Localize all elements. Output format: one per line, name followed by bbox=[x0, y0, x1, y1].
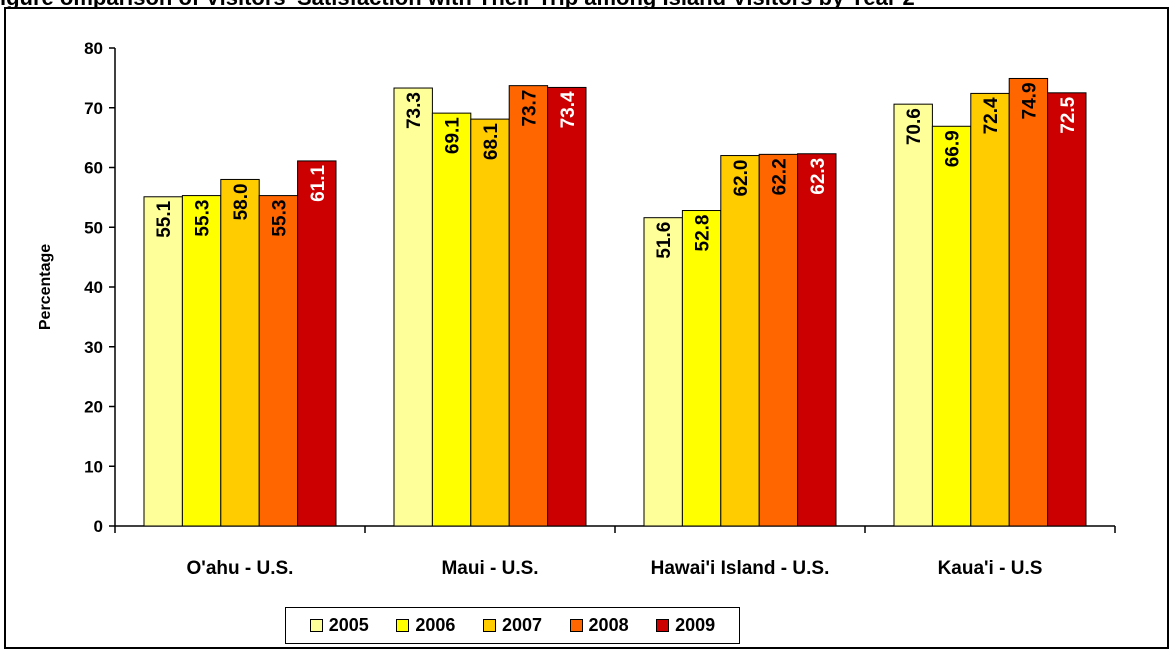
data-label: 73.3 bbox=[404, 92, 425, 129]
legend-swatch bbox=[396, 619, 410, 632]
x-category-label: Maui - U.S. bbox=[441, 558, 538, 579]
bar bbox=[893, 103, 933, 527]
legend-item: 2008 bbox=[569, 615, 629, 636]
bar bbox=[258, 195, 299, 527]
data-label: 62.3 bbox=[808, 158, 829, 195]
y-tick-label: 80 bbox=[84, 39, 103, 58]
data-label: 74.9 bbox=[1019, 82, 1040, 119]
legend-item: 2005 bbox=[309, 615, 369, 636]
chart-frame bbox=[4, 7, 1169, 649]
data-label: 55.3 bbox=[269, 200, 290, 237]
bar bbox=[1047, 92, 1087, 527]
bar bbox=[431, 112, 472, 527]
bar bbox=[220, 178, 260, 527]
data-label: 58.0 bbox=[231, 183, 252, 220]
y-axis-title: Percentage bbox=[37, 244, 54, 330]
bar bbox=[1008, 77, 1049, 527]
bar bbox=[758, 153, 799, 527]
bar bbox=[143, 196, 183, 527]
x-category-label: O'ahu - U.S. bbox=[187, 558, 294, 579]
legend-swatch bbox=[482, 619, 496, 632]
data-label: 55.3 bbox=[193, 200, 214, 237]
data-label: 55.1 bbox=[154, 200, 175, 237]
data-labels: 55.1 55.3 58.0 55.3 61.1 73.3 69.1 68.1 73.7 73.4… bbox=[154, 82, 1079, 258]
legend: 2005 2006 2007 2008 2009 bbox=[285, 607, 740, 644]
legend-item: 2007 bbox=[482, 615, 542, 636]
data-label: 61.1 bbox=[308, 164, 329, 201]
legend-label: 2008 bbox=[588, 615, 629, 635]
y-tick-label: 0 bbox=[94, 517, 103, 536]
y-tick-label: 10 bbox=[84, 457, 103, 476]
legend-label: 2007 bbox=[501, 615, 542, 635]
data-label: 52.8 bbox=[693, 215, 714, 252]
legend-item: 2009 bbox=[656, 615, 715, 636]
legend-swatch bbox=[309, 619, 323, 632]
y-tick-label: 70 bbox=[84, 99, 103, 118]
bar bbox=[470, 118, 510, 527]
bar bbox=[720, 155, 760, 527]
legend-swatch bbox=[569, 619, 583, 632]
data-label: 62.2 bbox=[769, 158, 790, 195]
x-category-label: Hawai'i Island - U.S. bbox=[651, 558, 830, 579]
y-tick-label: 30 bbox=[84, 338, 103, 357]
data-label: 73.7 bbox=[519, 90, 540, 127]
data-label: 72.5 bbox=[1058, 96, 1079, 133]
legend-swatch bbox=[656, 619, 670, 632]
legend-label: 2009 bbox=[675, 615, 716, 635]
x-category-label: Kaua'i - U.S bbox=[938, 558, 1043, 579]
bar bbox=[181, 195, 222, 527]
data-label: 72.4 bbox=[981, 97, 1002, 134]
bars bbox=[143, 77, 1087, 527]
data-label: 70.6 bbox=[904, 108, 925, 145]
data-label: 73.4 bbox=[558, 91, 579, 128]
bar bbox=[643, 217, 683, 527]
bar bbox=[508, 85, 549, 527]
bar bbox=[297, 160, 337, 527]
bar bbox=[970, 92, 1010, 527]
bar bbox=[393, 87, 433, 527]
chart-title-partial: igure omparison of Visitors' Satisfactio… bbox=[0, 0, 1174, 9]
data-label: 66.9 bbox=[943, 130, 964, 167]
bar bbox=[931, 125, 972, 527]
data-label: 68.1 bbox=[481, 123, 502, 160]
legend-label: 2006 bbox=[415, 615, 456, 635]
data-label: 51.6 bbox=[654, 222, 675, 259]
y-tick-label: 60 bbox=[84, 159, 103, 178]
bar bbox=[681, 210, 722, 527]
y-tick-label: 50 bbox=[84, 218, 103, 237]
y-tick-label: 20 bbox=[84, 398, 103, 417]
axes: 0 10 20 30 40 50 60 70 80 O'ahu - U.S. Maui - U.S.… bbox=[84, 39, 1116, 579]
bar bbox=[797, 153, 837, 527]
data-label: 69.1 bbox=[443, 117, 464, 154]
legend-label: 2005 bbox=[328, 615, 369, 635]
y-tick-label: 40 bbox=[84, 278, 103, 297]
data-label: 62.0 bbox=[731, 160, 752, 197]
bar bbox=[547, 86, 587, 527]
legend-item: 2006 bbox=[396, 615, 455, 636]
